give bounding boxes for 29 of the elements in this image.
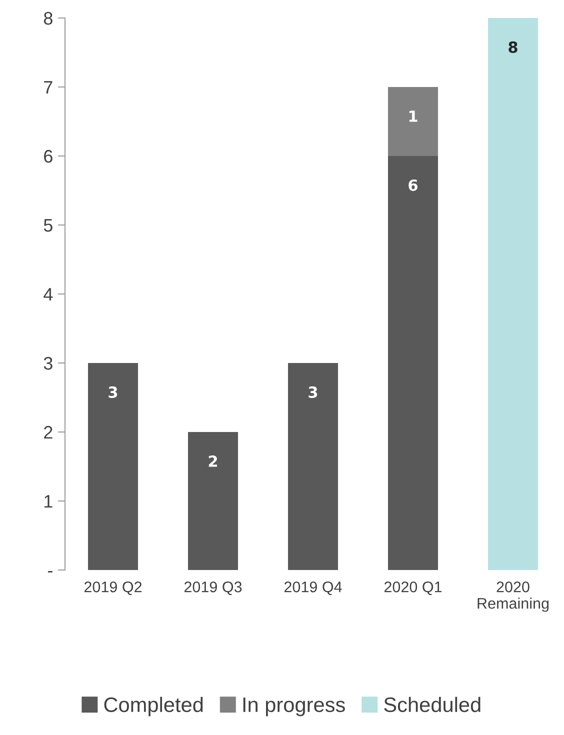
x-tick-label: 2019 Q2	[84, 582, 142, 596]
data-label: 2	[208, 455, 217, 467]
legend-label: Completed	[104, 696, 203, 716]
y-tick-label: 8	[44, 12, 52, 25]
data-label: 6	[408, 179, 418, 191]
y-tick-label: 7	[44, 81, 52, 94]
data-label: 1	[409, 110, 418, 122]
bar	[388, 87, 438, 156]
bar	[388, 156, 438, 570]
y-tick-label: 6	[44, 150, 52, 163]
y-tick-label: 3	[44, 356, 52, 370]
data-label: 3	[308, 386, 318, 398]
x-tick-label: 2019 Q3	[184, 582, 242, 596]
y-tick-label: 4	[44, 288, 53, 301]
y-tick-label: 1	[44, 495, 52, 508]
bar	[88, 363, 138, 570]
x-tick-label: 2020 Remaining	[478, 582, 549, 612]
legend-label: Scheduled	[384, 696, 480, 712]
bar	[488, 18, 538, 570]
x-tick-label: 2019 Q4	[284, 582, 342, 596]
y-tick-label: 2	[44, 426, 52, 439]
data-label: 3	[108, 386, 118, 398]
bar	[288, 363, 338, 570]
y-tick-label: 5	[44, 219, 52, 232]
legend-label: In progress	[243, 698, 345, 716]
x-tick-label: 2020 Q1	[384, 582, 442, 596]
y-tick-label: -	[48, 571, 52, 572]
data-label: 8	[508, 41, 518, 53]
bar	[188, 432, 238, 570]
